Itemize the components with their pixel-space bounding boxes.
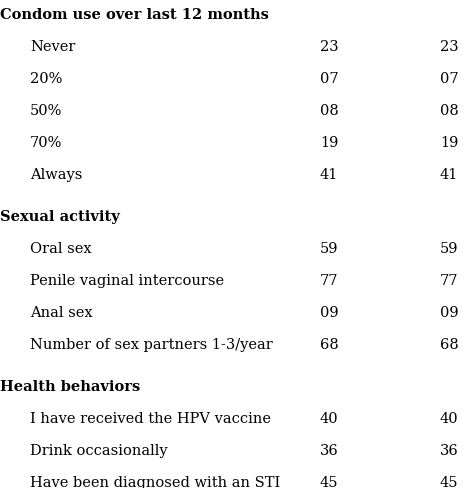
Text: Sexual activity: Sexual activity [0,209,120,224]
Text: 41: 41 [320,168,338,182]
Text: Anal sex: Anal sex [30,305,92,319]
Text: 40: 40 [320,411,338,425]
Text: Drink occasionally: Drink occasionally [30,443,168,457]
Text: 40: 40 [440,411,459,425]
Text: 07: 07 [320,72,338,86]
Text: 36: 36 [320,443,339,457]
Text: 36: 36 [440,443,459,457]
Text: 19: 19 [440,136,458,150]
Text: 59: 59 [320,242,338,256]
Text: 50%: 50% [30,104,63,118]
Text: Have been diagnosed with an STI: Have been diagnosed with an STI [30,475,280,488]
Text: I have received the HPV vaccine: I have received the HPV vaccine [30,411,271,425]
Text: 08: 08 [440,104,459,118]
Text: 09: 09 [320,305,338,319]
Text: 19: 19 [320,136,338,150]
Text: 41: 41 [440,168,458,182]
Text: Always: Always [30,168,82,182]
Text: Condom use over last 12 months: Condom use over last 12 months [0,8,269,22]
Text: 59: 59 [440,242,458,256]
Text: 09: 09 [440,305,459,319]
Text: 45: 45 [320,475,338,488]
Text: 68: 68 [440,337,459,351]
Text: Health behaviors: Health behaviors [0,379,140,393]
Text: Oral sex: Oral sex [30,242,91,256]
Text: Number of sex partners 1-3/year: Number of sex partners 1-3/year [30,337,273,351]
Text: 45: 45 [440,475,458,488]
Text: 23: 23 [320,40,338,54]
Text: 07: 07 [440,72,459,86]
Text: 77: 77 [320,273,338,287]
Text: 77: 77 [440,273,458,287]
Text: Penile vaginal intercourse: Penile vaginal intercourse [30,273,224,287]
Text: 70%: 70% [30,136,63,150]
Text: Never: Never [30,40,75,54]
Text: 20%: 20% [30,72,63,86]
Text: 08: 08 [320,104,339,118]
Text: 23: 23 [440,40,459,54]
Text: 68: 68 [320,337,339,351]
